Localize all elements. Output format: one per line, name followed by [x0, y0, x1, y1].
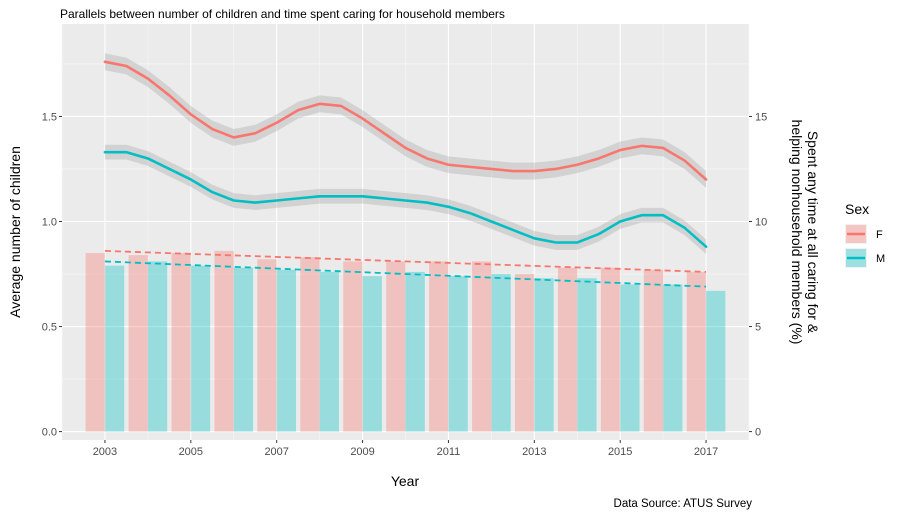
y-tick-label: 1.0: [42, 216, 57, 228]
bar-f: [472, 261, 492, 432]
bar-m: [491, 274, 511, 432]
x-tick-label: 2007: [264, 446, 288, 458]
legend-label-m: M: [876, 253, 885, 265]
legend-title: Sex: [845, 201, 869, 217]
y-tick-label: 0.0: [42, 427, 57, 439]
y2-axis-title: Spent any time at all caring for & helpi…: [789, 120, 821, 345]
bar-m: [147, 261, 168, 432]
bar-m: [577, 278, 597, 432]
bar-f: [300, 257, 320, 432]
y2-tick-label: 15: [755, 111, 767, 123]
y-tick-label: 1.5: [42, 111, 57, 123]
legend-key-m: [845, 248, 867, 268]
y2-axis-title-line2: helping nonhousehold members (%): [789, 120, 805, 345]
y2-tick-label: 0: [755, 427, 761, 439]
x-tick-label: 2005: [179, 446, 203, 458]
smooth-line-m: [103, 150, 708, 249]
bar-f: [557, 267, 578, 432]
grid-lines: [61, 24, 750, 440]
bar-f: [85, 253, 105, 432]
x-tick-label: 2009: [350, 446, 374, 458]
bar-f: [514, 274, 535, 432]
bar-m: [276, 269, 297, 432]
series-lines: [103, 60, 708, 288]
x-tick-label: 2017: [694, 446, 718, 458]
bar-m: [362, 276, 382, 432]
legend-key-f: [845, 224, 867, 244]
y2-tick-label: 10: [755, 216, 767, 228]
bar-m: [104, 265, 125, 432]
y2-tick-label: 5: [755, 322, 761, 334]
y-tick-label: 0.5: [42, 322, 57, 334]
axis-ticks: 0.0 0 0.5 5 1.0 10 1.5 15 2003 2005 2007 2009 2011 20…: [42, 111, 768, 458]
bar-m: [534, 278, 554, 432]
bar-m: [620, 284, 640, 432]
bar-m: [405, 271, 425, 432]
smooth-line-f: [103, 60, 708, 181]
bar-f: [214, 250, 234, 432]
x-tick-label: 2015: [608, 446, 632, 458]
bar-m: [663, 284, 683, 432]
y2-axis-title-line1: Spent any time at all caring for &: [805, 131, 821, 334]
legend-items: FM: [845, 224, 885, 268]
bar-f: [257, 259, 277, 432]
bar-f: [386, 261, 406, 432]
bar-f: [600, 267, 621, 432]
trend-line-f: [104, 250, 707, 273]
legend-label-f: F: [876, 229, 883, 241]
bar-m: [319, 271, 339, 432]
y-axis-title: Average number of children: [7, 146, 23, 318]
bar-f: [686, 271, 707, 432]
chart-caption: Data Source: ATUS Survey: [614, 498, 753, 510]
bar-f: [643, 269, 664, 432]
bar-m: [190, 265, 211, 432]
bar-f: [171, 253, 191, 432]
x-tick-label: 2003: [93, 446, 117, 458]
x-tick-label: 2011: [437, 446, 461, 458]
bar-m: [233, 267, 254, 432]
chart-title: Parallels between number of children and…: [60, 7, 505, 21]
x-tick-label: 2013: [522, 446, 546, 458]
legend: Sex FM: [845, 201, 885, 268]
bars: [85, 250, 726, 432]
bar-m: [448, 276, 468, 432]
bar-f: [429, 261, 449, 432]
trend-line-m: [104, 260, 707, 288]
bar-f: [128, 255, 148, 432]
bar-m: [706, 290, 726, 432]
x-axis-title: Year: [391, 473, 420, 489]
bar-f: [343, 261, 363, 432]
